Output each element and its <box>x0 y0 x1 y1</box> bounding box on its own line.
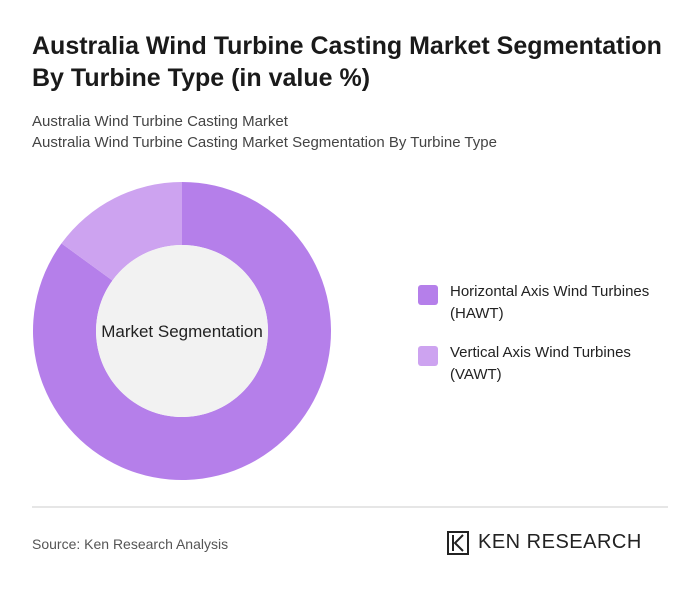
subtitle: Australia Wind Turbine Casting Market Se… <box>32 134 497 151</box>
legend-swatch <box>418 285 438 305</box>
legend-label: Vertical Axis Wind Turbines (VAWT) <box>450 344 631 383</box>
logo-icon <box>452 534 464 552</box>
donut-slice <box>61 182 182 281</box>
center-label: Market Segmentation <box>101 322 263 341</box>
logo-icon <box>447 531 469 555</box>
donut-hole <box>96 245 268 417</box>
subtitle: Australia Wind Turbine Casting Market <box>32 113 288 130</box>
logo: KEN RESEARCH <box>478 531 642 553</box>
donut-slice <box>32 182 332 480</box>
chart-title: Australia Wind Turbine Casting Market Se… <box>32 32 662 92</box>
legend-label: Horizontal Axis Wind Turbines (HAWT) <box>450 283 650 322</box>
legend-swatch <box>418 346 438 366</box>
source: Source: Ken Research Analysis <box>32 536 229 552</box>
